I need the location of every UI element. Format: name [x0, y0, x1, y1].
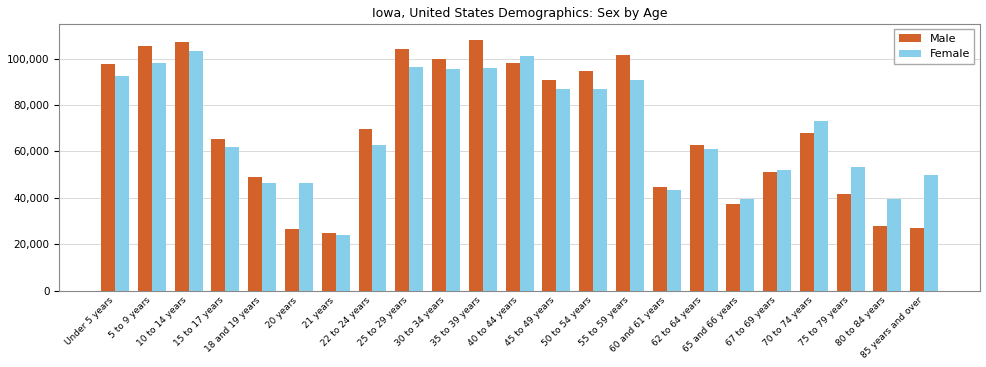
Bar	[799, 133, 813, 291]
Bar	[703, 149, 717, 291]
Bar	[446, 69, 459, 291]
Bar	[285, 229, 299, 291]
Bar	[726, 204, 740, 291]
Bar	[101, 65, 115, 291]
Legend: Male, Female: Male, Female	[893, 29, 973, 64]
Bar	[482, 68, 496, 291]
Bar	[358, 130, 372, 291]
Bar	[776, 170, 790, 291]
Bar	[579, 72, 593, 291]
Bar	[335, 235, 349, 291]
Bar	[873, 226, 886, 291]
Bar	[909, 228, 923, 291]
Bar	[542, 80, 556, 291]
Bar	[394, 50, 409, 291]
Bar	[225, 147, 239, 291]
Bar	[667, 190, 680, 291]
Bar	[505, 63, 519, 291]
Bar	[850, 167, 864, 291]
Bar	[321, 233, 335, 291]
Bar	[211, 139, 225, 291]
Bar	[762, 172, 776, 291]
Bar	[138, 46, 152, 291]
Bar	[432, 59, 446, 291]
Bar	[299, 183, 313, 291]
Bar	[115, 76, 129, 291]
Bar	[262, 183, 276, 291]
Bar	[652, 188, 667, 291]
Bar	[629, 80, 643, 291]
Bar	[372, 145, 387, 291]
Bar	[468, 40, 482, 291]
Bar	[689, 145, 703, 291]
Bar	[188, 51, 202, 291]
Bar	[740, 199, 753, 291]
Bar	[886, 199, 900, 291]
Bar	[836, 195, 850, 291]
Bar	[519, 57, 533, 291]
Title: Iowa, United States Demographics: Sex by Age: Iowa, United States Demographics: Sex by…	[372, 7, 667, 20]
Bar	[615, 55, 629, 291]
Bar	[409, 67, 423, 291]
Bar	[175, 43, 188, 291]
Bar	[556, 89, 570, 291]
Bar	[813, 121, 827, 291]
Bar	[152, 63, 166, 291]
Bar	[593, 89, 606, 291]
Bar	[247, 177, 262, 291]
Bar	[923, 175, 938, 291]
